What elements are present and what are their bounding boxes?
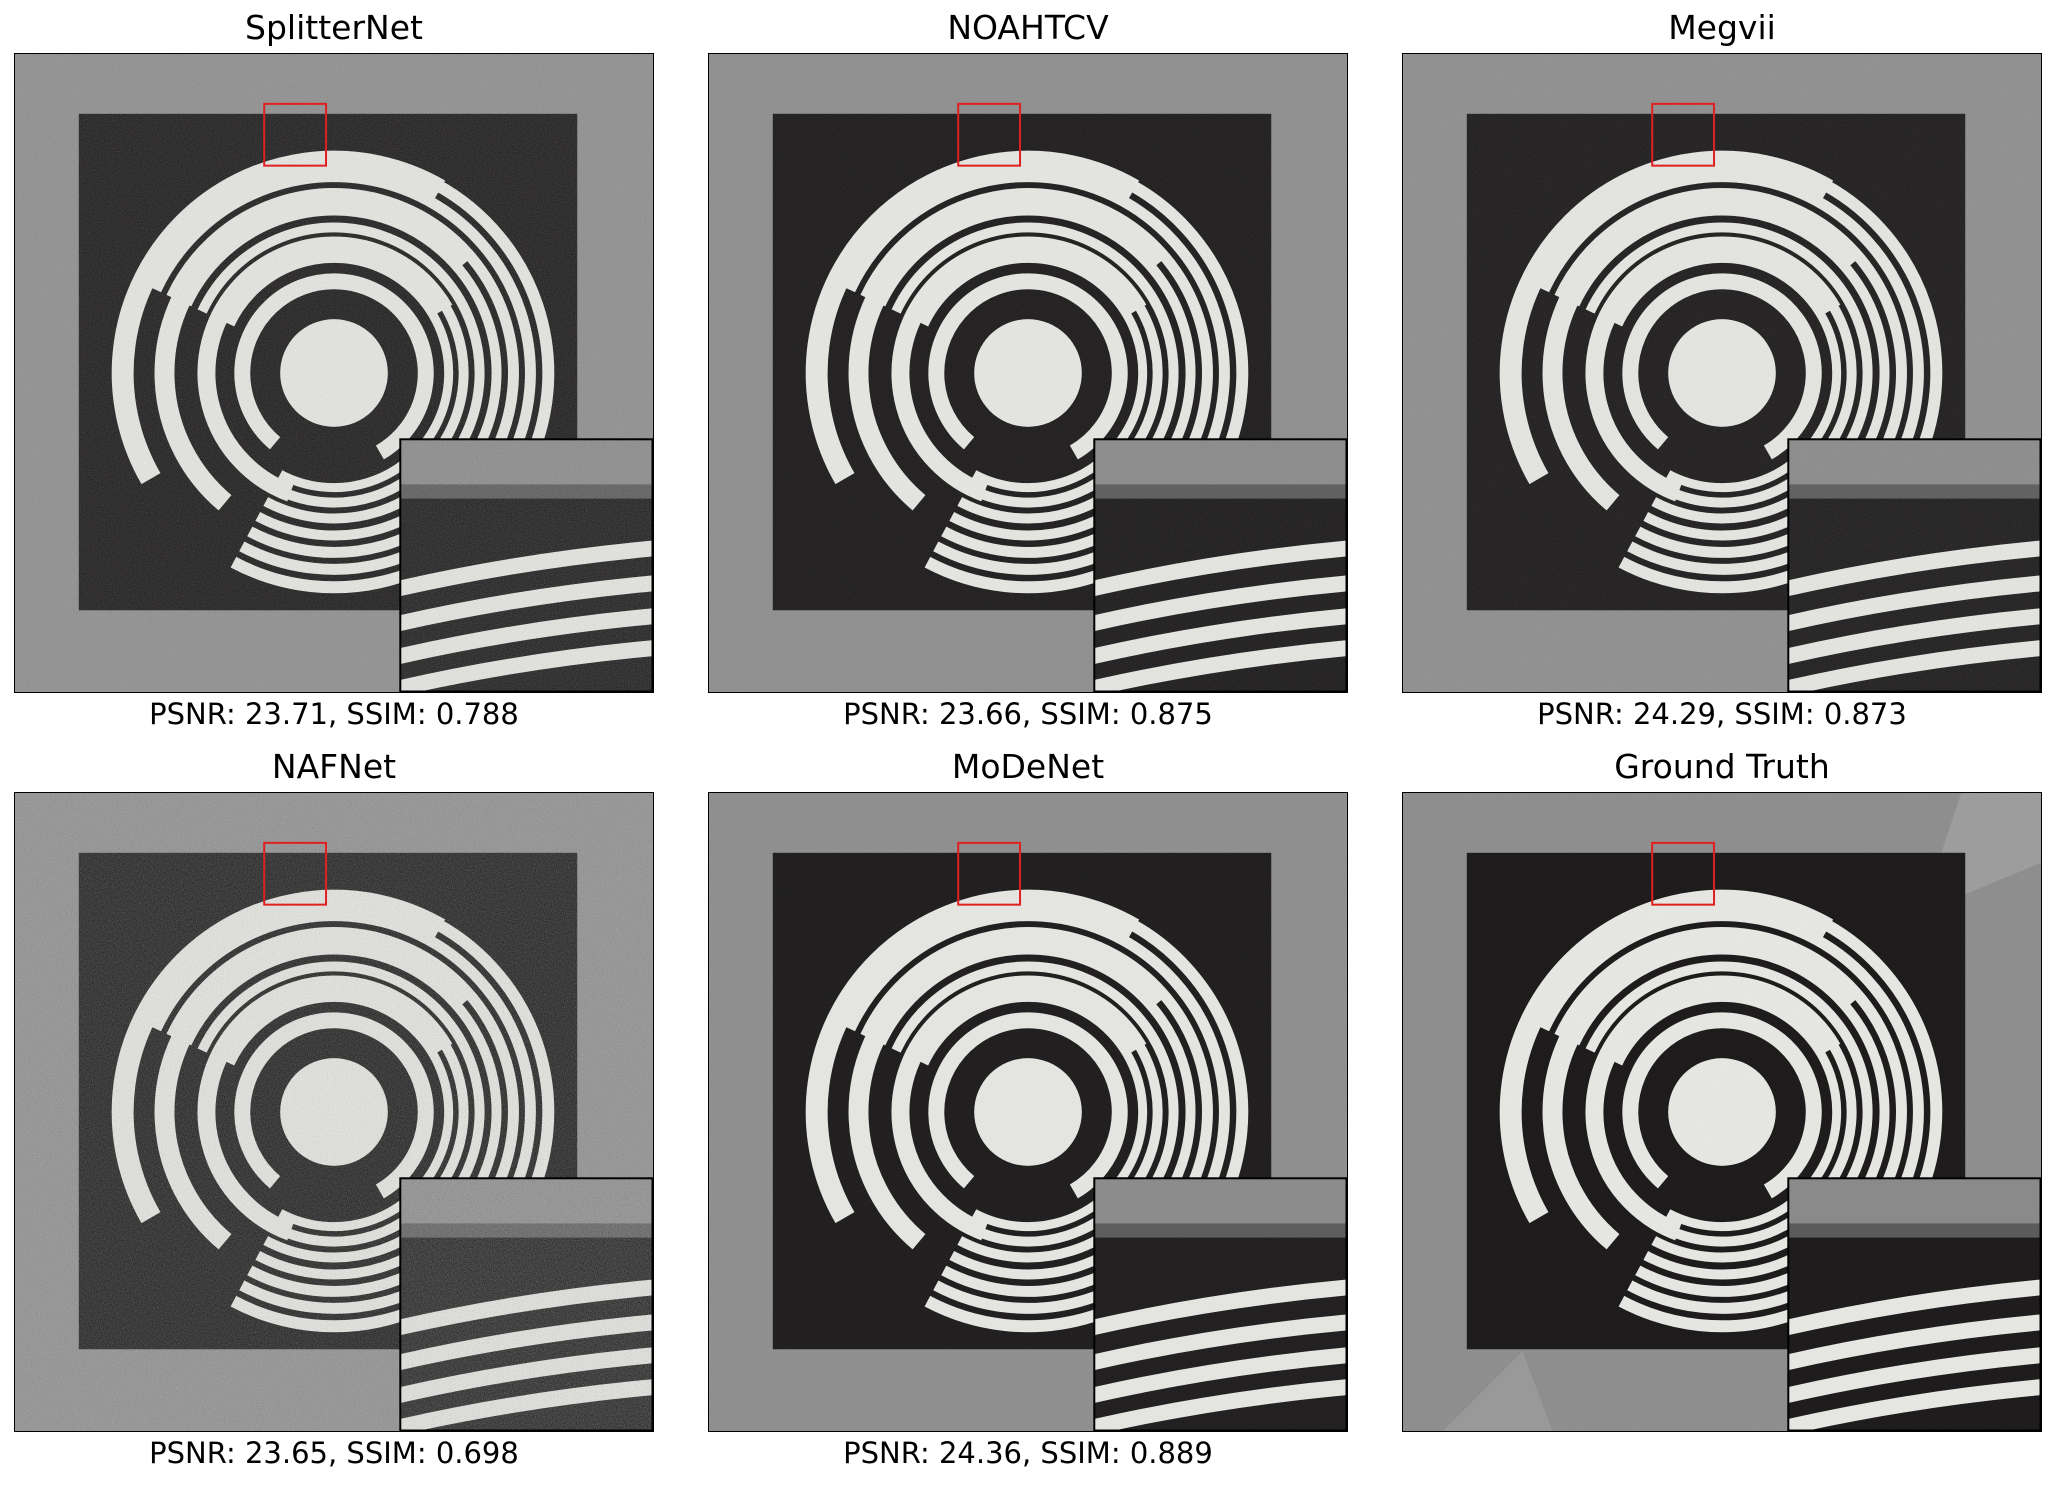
spiral-chart-image bbox=[709, 54, 1347, 692]
result-image bbox=[708, 53, 1348, 693]
zoom-inset bbox=[1093, 1177, 1347, 1431]
panel-title: SplitterNet bbox=[245, 8, 423, 47]
ground-truth-image bbox=[1402, 792, 2042, 1432]
spiral-chart-image bbox=[15, 54, 653, 692]
zoom-inset bbox=[1093, 438, 1347, 692]
panel-title: Ground Truth bbox=[1614, 747, 1830, 786]
spiral-chart-image bbox=[1403, 54, 2041, 692]
zoom-inset bbox=[399, 438, 653, 692]
zoom-region-box bbox=[263, 102, 328, 167]
panel-title: Megvii bbox=[1668, 8, 1776, 47]
metric-caption: PSNR: 23.65, SSIM: 0.698 bbox=[149, 1436, 519, 1470]
zoom-region-box bbox=[263, 841, 328, 906]
metric-caption: PSNR: 24.36, SSIM: 0.889 bbox=[843, 1436, 1213, 1470]
zoom-inset bbox=[1787, 1177, 2041, 1431]
panel-title: MoDeNet bbox=[951, 747, 1105, 786]
spiral-chart-image bbox=[15, 793, 653, 1431]
panel-title: NAFNet bbox=[271, 747, 397, 786]
zoom-region-box bbox=[957, 102, 1022, 167]
metric-caption: PSNR: 23.71, SSIM: 0.788 bbox=[149, 697, 519, 731]
result-image bbox=[708, 792, 1348, 1432]
result-image bbox=[1402, 53, 2042, 693]
panel-title: NOAHTCV bbox=[947, 8, 1109, 47]
spiral-chart-image bbox=[1403, 793, 2041, 1431]
result-image bbox=[14, 792, 654, 1432]
zoom-region-box bbox=[957, 841, 1022, 906]
zoom-inset bbox=[399, 1177, 653, 1431]
zoom-inset bbox=[1787, 438, 2041, 692]
spiral-chart-image bbox=[709, 793, 1347, 1431]
zoom-region-box bbox=[1651, 102, 1716, 167]
zoom-region-box bbox=[1651, 841, 1716, 906]
metric-caption: PSNR: 23.66, SSIM: 0.875 bbox=[843, 697, 1213, 731]
result-image bbox=[14, 53, 654, 693]
metric-caption: PSNR: 24.29, SSIM: 0.873 bbox=[1537, 697, 1907, 731]
